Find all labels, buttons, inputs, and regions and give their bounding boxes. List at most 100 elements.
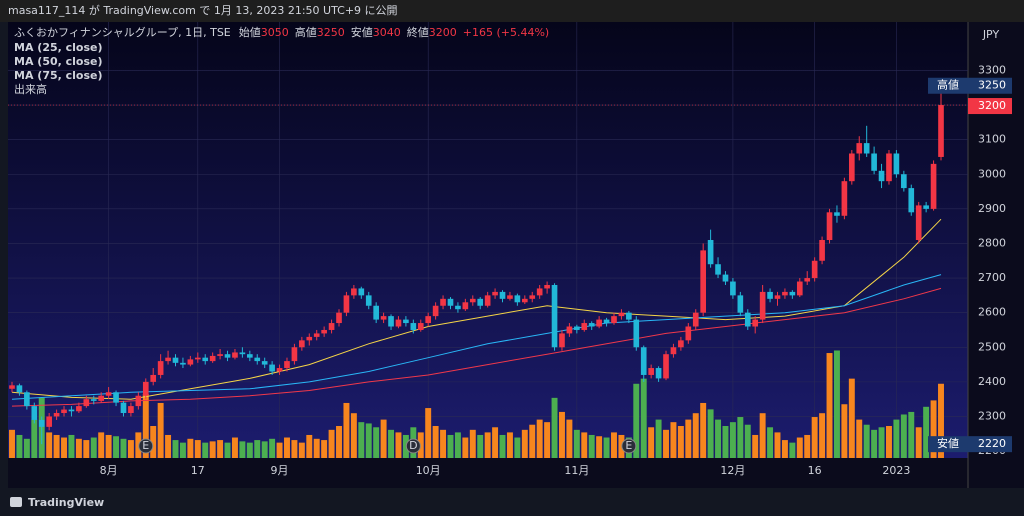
candle-body bbox=[90, 399, 97, 401]
volume-bar bbox=[179, 442, 186, 458]
footer bbox=[0, 488, 1024, 516]
ma-line bbox=[11, 287, 942, 407]
volume-bar bbox=[878, 427, 885, 458]
y-tick-label: 3000 bbox=[978, 167, 1006, 180]
header-bar bbox=[0, 0, 1024, 22]
legend-volume: 出来高 bbox=[14, 82, 47, 96]
candle-body bbox=[113, 392, 119, 403]
volume-bar bbox=[611, 432, 617, 458]
candle-body bbox=[908, 188, 915, 213]
volume-bar bbox=[558, 411, 565, 458]
volume-bar bbox=[767, 427, 774, 458]
volume-bar bbox=[930, 400, 937, 458]
candle-body bbox=[380, 316, 387, 320]
price-box-label: 高値 bbox=[937, 78, 959, 92]
candle-body bbox=[484, 295, 491, 306]
candle-body bbox=[692, 312, 699, 327]
candle-body bbox=[16, 385, 23, 393]
candle-body bbox=[596, 319, 602, 327]
candle-body bbox=[373, 305, 379, 320]
candle-body bbox=[83, 399, 90, 407]
candle-body bbox=[98, 395, 105, 401]
candle-body bbox=[767, 291, 773, 299]
candle-body bbox=[469, 298, 476, 303]
volume-bar bbox=[923, 406, 930, 458]
candle-body bbox=[826, 212, 833, 240]
volume-bar bbox=[68, 434, 75, 458]
volume-bar bbox=[83, 440, 90, 458]
candle-body bbox=[254, 357, 261, 362]
y-tick-label: 2500 bbox=[978, 340, 1006, 353]
volume-bar bbox=[484, 432, 491, 458]
volume-bar bbox=[781, 440, 788, 458]
candle-body bbox=[871, 153, 877, 171]
candle-body bbox=[417, 323, 424, 330]
price-box bbox=[968, 436, 1012, 453]
candle-body bbox=[640, 347, 647, 375]
volume-bar bbox=[120, 438, 127, 458]
volume-bar bbox=[16, 434, 23, 458]
candle-body bbox=[744, 312, 751, 327]
volume-bar bbox=[633, 383, 640, 458]
candle-body bbox=[626, 312, 632, 320]
candle-body bbox=[440, 298, 446, 306]
price-box-tag bbox=[928, 436, 968, 453]
candle-body bbox=[246, 354, 253, 358]
volume-bar bbox=[98, 432, 105, 458]
candle-body bbox=[232, 352, 238, 358]
volume-bar bbox=[9, 429, 15, 458]
candle-body bbox=[299, 340, 305, 348]
volume-bar bbox=[447, 434, 454, 458]
volume-bar bbox=[75, 438, 82, 458]
price-box-value: 2220 bbox=[978, 437, 1006, 450]
candle-body bbox=[477, 298, 484, 306]
candle-body bbox=[618, 312, 625, 317]
legend-ma: MA (75, close) bbox=[14, 69, 103, 82]
candle-body bbox=[796, 281, 803, 296]
candle-body bbox=[343, 295, 350, 313]
volume-bar bbox=[395, 432, 402, 458]
volume-bar bbox=[142, 394, 149, 458]
volume-bar bbox=[261, 441, 268, 458]
volume-bar bbox=[380, 419, 387, 458]
candle-body bbox=[276, 368, 283, 372]
volume-bar bbox=[358, 422, 365, 458]
volume-bar bbox=[328, 429, 335, 458]
ma-line bbox=[11, 218, 942, 400]
candle-body bbox=[150, 374, 157, 382]
candle-body bbox=[789, 291, 796, 296]
ohlc-value: 3050 bbox=[261, 26, 289, 39]
y-tick-label: 2800 bbox=[978, 236, 1006, 249]
legend-symbol: ふくおかフィナンシャルグループ, 1日, TSE 始値3050 高値3250 安値30… bbox=[14, 25, 549, 39]
volume-bar bbox=[848, 378, 855, 458]
candle-body bbox=[663, 354, 669, 379]
candle-body bbox=[811, 260, 818, 279]
candle-body bbox=[410, 323, 417, 330]
volume-bar bbox=[841, 404, 848, 458]
candle-body bbox=[135, 395, 142, 407]
volume-bar bbox=[239, 441, 246, 458]
volume-bar bbox=[700, 402, 707, 458]
ohlc-label: 始値 bbox=[239, 25, 261, 39]
x-tick-label: 10月 bbox=[416, 464, 441, 477]
candle-body bbox=[678, 340, 684, 348]
volume-bar bbox=[150, 426, 157, 458]
volume-bar bbox=[789, 442, 796, 458]
candle-body bbox=[194, 357, 201, 360]
price-box-value: 3200 bbox=[978, 99, 1006, 112]
candle-body bbox=[455, 305, 461, 310]
ohlc-value: 3040 bbox=[373, 26, 401, 39]
candle-body bbox=[863, 143, 870, 154]
ohlc-label: 高値 bbox=[295, 25, 317, 39]
candle-body bbox=[574, 326, 580, 330]
y-tick-label: 3100 bbox=[978, 133, 1006, 146]
volume-bar bbox=[469, 429, 476, 458]
candle-body bbox=[514, 295, 521, 303]
change: +165 (+5.44%) bbox=[463, 26, 549, 39]
candle-body bbox=[61, 409, 67, 414]
volume-bar bbox=[246, 442, 253, 458]
event-marker bbox=[138, 438, 154, 454]
volume-bar bbox=[209, 441, 216, 458]
volume-bar bbox=[536, 419, 543, 458]
candle-body bbox=[38, 419, 45, 427]
